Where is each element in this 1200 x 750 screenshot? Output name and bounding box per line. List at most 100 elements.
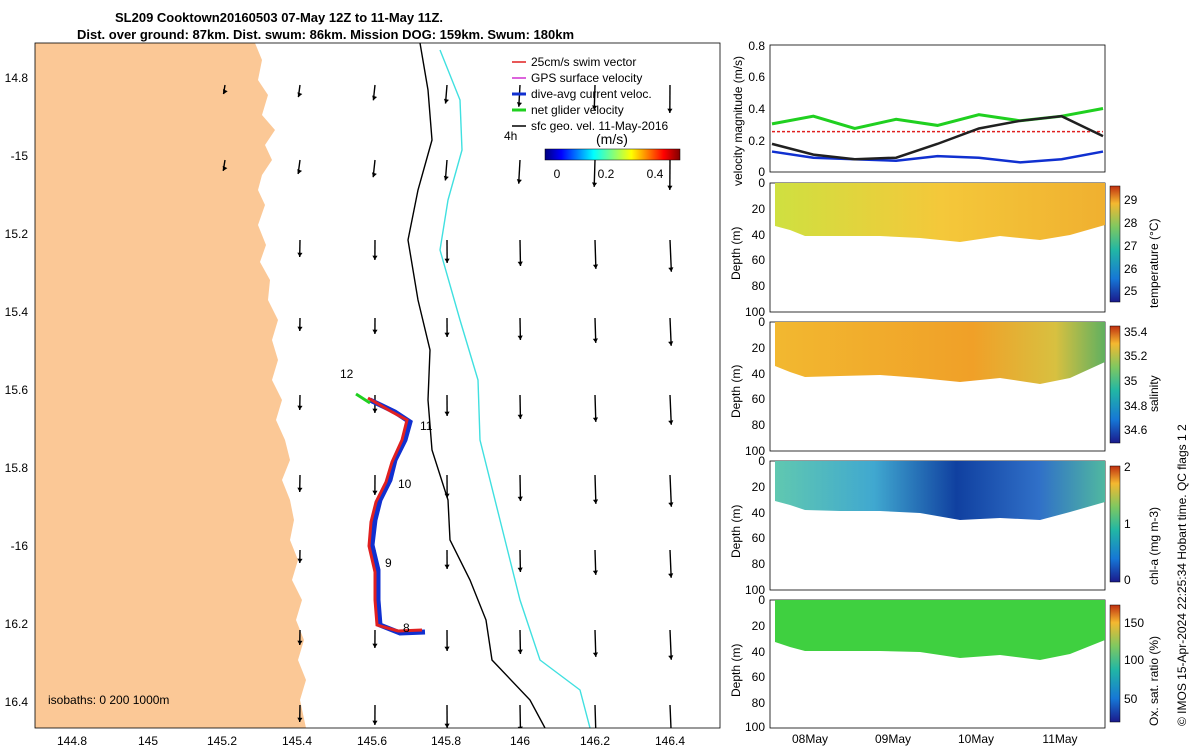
geo-velocity-arrowhead <box>444 493 450 498</box>
depth-ylabel: Depth (m) <box>729 644 743 697</box>
section-chlorophyll <box>769 460 1121 591</box>
depth-tick: 60 <box>752 670 766 684</box>
cbar-tick: 28 <box>1124 216 1138 230</box>
geo-velocity-arrow <box>669 394 672 425</box>
map-x-tick: 145.8 <box>431 734 461 748</box>
depth-tick: 80 <box>752 557 766 571</box>
map-x-tick: 145.4 <box>282 734 312 748</box>
day-label: 9 <box>385 556 392 570</box>
oxygen-field <box>775 600 1105 660</box>
depth-tick: 0 <box>758 454 765 468</box>
cbar-label: chl-a (mg m-3) <box>1147 507 1161 585</box>
velocity-series-line <box>771 150 1104 164</box>
map-y-tick: -15 <box>11 149 29 163</box>
velocity-y-ticks: 0 0.2 0.4 0.6 0.8 <box>748 39 765 179</box>
geo-velocity-arrowhead <box>667 108 673 113</box>
geo-velocity-arrowhead <box>444 411 450 416</box>
section-temperature <box>769 182 1121 313</box>
temperature-field <box>775 183 1105 242</box>
geo-velocity-arrow <box>669 317 672 346</box>
map-y-tick: 14.8 <box>5 71 29 85</box>
velocity-y-tick: 0.2 <box>748 134 765 148</box>
cbar-tick: 0 <box>1124 573 1131 587</box>
cbar-label: Ox. sat. ratio (%) <box>1147 636 1161 726</box>
geo-velocity-arrowhead <box>372 255 378 260</box>
time-tick: 11May <box>1042 732 1077 746</box>
geo-velocity-arrowhead <box>517 496 523 501</box>
geo-velocity-arrowhead <box>371 172 377 178</box>
legend-label: net glider velocity <box>531 103 624 117</box>
imos-footer: © IMOS 15-Apr-2024 22:25:34 Hobart time.… <box>1175 424 1189 726</box>
geo-velocity-arrowhead <box>668 502 674 507</box>
speed-colorbar <box>544 148 681 161</box>
isobath-1000 <box>439 49 591 728</box>
geo-velocity-arrowhead <box>372 720 378 725</box>
oxygen-colorbar <box>1109 604 1121 723</box>
salinity-field <box>775 322 1105 384</box>
depth-tick: 40 <box>752 367 766 381</box>
geo-velocity-arrow <box>593 159 596 187</box>
geo-velocity-arrowhead <box>592 570 598 575</box>
map-y-tick: 15.6 <box>5 383 29 397</box>
geo-velocity-arrowhead <box>516 102 523 107</box>
geo-velocity-arrowhead <box>668 267 674 272</box>
depth-tick: 0 <box>758 176 765 190</box>
depth-tick: 20 <box>752 202 766 216</box>
depth-tick: 60 <box>752 531 766 545</box>
day-label: 10 <box>398 477 412 491</box>
geo-velocity-arrow <box>669 549 672 578</box>
time-ticks: 08May 09May 10May 11May <box>792 732 1078 746</box>
geo-velocity-arrowhead <box>667 185 673 190</box>
glider-track-red <box>367 396 423 633</box>
map-x-tick: 144.8 <box>57 734 87 748</box>
depth-tick: 40 <box>752 506 766 520</box>
geo-velocity-arrow <box>669 704 672 728</box>
geo-velocity-arrows <box>222 84 674 728</box>
cbar-tick: 100 <box>1124 653 1144 667</box>
depth-ylabel: Depth (m) <box>729 505 743 558</box>
geo-velocity-arrowhead <box>592 105 598 110</box>
geo-velocity-arrowhead <box>592 338 598 343</box>
depth-tick: 0 <box>758 593 765 607</box>
map-x-tick: 145.6 <box>357 734 387 748</box>
geo-velocity-arrowhead <box>668 341 674 346</box>
day-label: 8 <box>403 621 410 635</box>
legend-label: 25cm/s swim vector <box>531 55 636 69</box>
map-y-ticks: 14.8 -15 15.2 15.4 15.6 15.8 -16 16.2 16… <box>5 71 29 709</box>
geo-velocity-arrowhead <box>297 405 303 410</box>
cbar-label: temperature (°C) <box>1147 219 1161 309</box>
depth-tick: 100 <box>745 583 765 597</box>
geo-velocity-arrowhead <box>297 92 303 98</box>
geo-velocity-arrow <box>594 394 597 422</box>
geo-velocity-arrowhead <box>517 261 523 266</box>
cbar-tick: 34.8 <box>1124 399 1148 413</box>
geo-velocity-arrowhead <box>517 567 523 572</box>
depth-tick: 20 <box>752 619 766 633</box>
depth-tick: 60 <box>752 392 766 406</box>
geo-velocity-arrow <box>669 629 672 660</box>
map-y-tick: 15.8 <box>5 461 29 475</box>
chlorophyll-colorbar <box>1109 465 1121 583</box>
geo-velocity-arrowhead <box>592 652 599 657</box>
section-oxygen <box>769 599 1121 729</box>
colorbar-units: (m/s) <box>596 131 628 147</box>
geo-velocity-arrowhead <box>297 640 303 645</box>
isobaths-label: isobaths: 0 200 1000m <box>48 693 169 707</box>
chlorophyll-field <box>775 461 1105 520</box>
land-mass <box>35 43 306 728</box>
geo-velocity-arrowhead <box>222 165 228 171</box>
geo-velocity-arrowhead <box>516 179 522 184</box>
geo-velocity-arrowhead <box>591 182 598 187</box>
map-x-tick: 145 <box>138 734 158 748</box>
geo-velocity-arrowhead <box>668 573 674 578</box>
geo-velocity-arrowhead <box>372 329 378 334</box>
time-tick: 10May <box>958 732 994 746</box>
cbar-tick: 26 <box>1124 262 1138 276</box>
legend-label: GPS surface velocity <box>531 71 642 85</box>
map-panel: 12 11 10 9 8 14.8 -15 15.2 15.4 15.6 15.… <box>5 42 721 748</box>
geo-velocity-arrowhead <box>444 332 450 337</box>
map-y-tick: -16 <box>11 539 29 553</box>
depth-tick: 20 <box>752 480 766 494</box>
cbar-tick: 29 <box>1124 193 1138 207</box>
time-tick: 09May <box>875 732 911 746</box>
